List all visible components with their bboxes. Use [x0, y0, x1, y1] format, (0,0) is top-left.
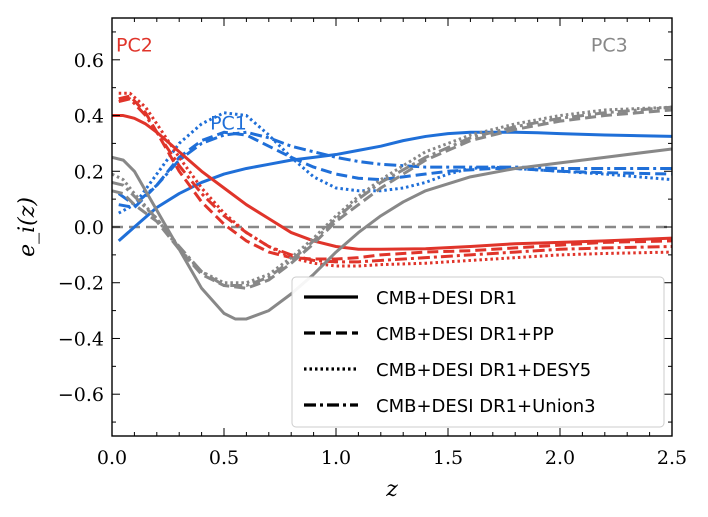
- x-tick-label: 1.5: [433, 447, 463, 469]
- x-tick-label: 2.0: [545, 447, 575, 469]
- legend-label: CMB+DESI DR1+DESY5: [376, 360, 591, 381]
- x-tick-label: 0.0: [97, 447, 127, 469]
- series-line-pc3-dashed: [112, 108, 672, 290]
- y-tick-label: 0.2: [74, 161, 104, 183]
- y-tick-label: 0.4: [74, 106, 104, 128]
- x-tick-label: 1.0: [321, 447, 351, 469]
- series-line-pc2-dotted: [118, 91, 672, 268]
- legend: CMB+DESI DR1 CMB+DESI DR1+PP CMB+DESI DR1+…: [291, 276, 665, 428]
- series-line-pc1-dashdot: [117, 130, 672, 207]
- y-axis-label: e_i(z): [15, 197, 40, 257]
- series-line-pc1-solid: [117, 130, 672, 243]
- label-layer: 0.0 0.5 1.0 1.5 2.0 2.5 0.6 0.4 0.2 0.0 −0.2 −0.4 −0…: [15, 34, 687, 502]
- annotation-pc2: PC2: [116, 34, 153, 56]
- y-tick-label: −0.2: [58, 273, 104, 295]
- series-line-pc3-solid: [112, 147, 672, 321]
- y-tick-label: 0.0: [74, 217, 104, 239]
- axes-layer: [111, 17, 673, 437]
- series-line-pc3-dashdot: [112, 105, 672, 288]
- y-tick-label: −0.6: [58, 384, 104, 406]
- series-line-pc3-dotted: [112, 105, 672, 285]
- y-tick-label: −0.4: [58, 328, 104, 350]
- x-tick-label: 2.5: [657, 447, 687, 469]
- x-axis-label: z: [385, 477, 398, 502]
- legend-box: [291, 276, 665, 428]
- annotation-pc1: PC1: [210, 112, 247, 134]
- annotation-pc3: PC3: [591, 34, 628, 56]
- series-line-pc2-solid: [112, 114, 672, 251]
- x-tick-label: 0.5: [209, 447, 239, 469]
- series-line-pc1-dotted: [118, 111, 672, 215]
- series-layer: [112, 91, 672, 321]
- legend-label: CMB+DESI DR1: [376, 288, 517, 309]
- legend-label: CMB+DESI DR1+Union3: [376, 396, 596, 417]
- legend-label: CMB+DESI DR1+PP: [376, 324, 554, 345]
- y-tick-label: 0.6: [74, 50, 104, 72]
